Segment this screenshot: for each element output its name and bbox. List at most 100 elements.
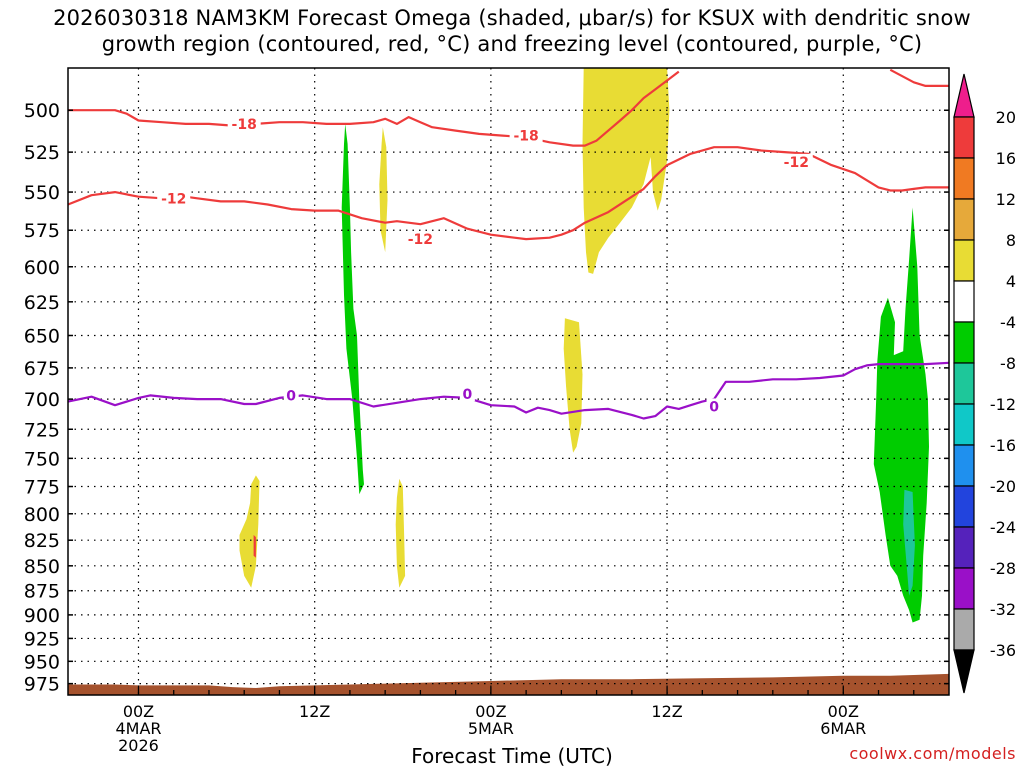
y-tick-label-500: 500 bbox=[24, 100, 60, 122]
y-tick-label-650: 650 bbox=[24, 325, 60, 347]
contour-line-1 bbox=[68, 70, 680, 147]
contour-label-bg-2 bbox=[509, 127, 543, 143]
contour-label-4: -12 bbox=[408, 232, 433, 248]
y-tick-label-575: 575 bbox=[24, 220, 60, 242]
colorbar-swatch-8 bbox=[953, 403, 975, 446]
colorbar-swatch-6 bbox=[953, 321, 975, 364]
omega-region-7 bbox=[563, 318, 583, 453]
colorbar-label-8: -12 bbox=[990, 395, 1016, 414]
y-tick-label-525: 525 bbox=[24, 142, 60, 164]
x-tick-label-60-2: 6MAR bbox=[820, 719, 866, 738]
omega-shading-layer bbox=[68, 68, 949, 695]
contour-label-layer: -18 -18 -12 -12 -12 0 0 0 bbox=[157, 115, 813, 415]
colorbar-label-6: -4 bbox=[1000, 313, 1016, 332]
colorbar-swatch-12 bbox=[953, 567, 975, 610]
colorbar-label-13: -32 bbox=[990, 600, 1016, 619]
x-tick-label-45-1: 12Z bbox=[651, 702, 682, 721]
contour-layer bbox=[67, 68, 950, 420]
colorbar-label-9: -16 bbox=[990, 436, 1016, 455]
y-tick-label-900: 900 bbox=[24, 605, 60, 627]
omega-region-4 bbox=[379, 127, 388, 253]
colorbar-label-12: -28 bbox=[990, 559, 1016, 578]
colorbar-swatch-4 bbox=[953, 239, 975, 282]
colorbar: 20 16 12 8 4 -4 -8 -12 -16 -20 -24 -28 -32 -36 bbox=[953, 73, 1016, 694]
y-tick-label-875: 875 bbox=[24, 581, 60, 603]
contour-label-bg-8 bbox=[706, 398, 722, 414]
y-tick-label-800: 800 bbox=[24, 504, 60, 526]
contour-label-1: -18 bbox=[232, 117, 257, 133]
omega-region-5 bbox=[341, 123, 364, 495]
y-tick-label-825: 825 bbox=[24, 530, 60, 552]
colorbar-swatch-11 bbox=[953, 526, 975, 569]
colorbar-label-14: -36 bbox=[990, 641, 1016, 660]
omega-region-6 bbox=[582, 68, 670, 274]
colorbar-swatch-13 bbox=[953, 608, 975, 651]
plot-frame bbox=[67, 67, 950, 696]
y-tick-label-725: 725 bbox=[24, 419, 60, 441]
contour-label-bg-4 bbox=[403, 231, 437, 247]
contour-label-5: -12 bbox=[784, 155, 809, 171]
colorbar-label-11: -24 bbox=[990, 518, 1016, 537]
colorbar-swatch-1 bbox=[953, 116, 975, 159]
omega-region-8 bbox=[873, 207, 929, 623]
contour-label-3: -12 bbox=[161, 191, 186, 207]
colorbar-swatch-10 bbox=[953, 485, 975, 528]
y-tick-label-950: 950 bbox=[24, 651, 60, 673]
site-credit[interactable]: coolwx.com/models bbox=[849, 744, 1016, 763]
contour-label-bg-1 bbox=[227, 115, 261, 131]
colorbar-bottom-cap bbox=[953, 649, 975, 694]
contour-label-6: 0 bbox=[286, 388, 296, 404]
colorbar-label-3: 12 bbox=[996, 190, 1016, 209]
colorbar-label-2: 16 bbox=[996, 149, 1016, 168]
x-tick-label-30-1: 00Z bbox=[475, 702, 506, 721]
grid-layer bbox=[68, 68, 949, 695]
y-tick-label-625: 625 bbox=[24, 292, 60, 314]
chart-title-line-2: growth region (contoured, red, °C) and f… bbox=[101, 32, 923, 56]
colorbar-label-1: 20 bbox=[996, 108, 1016, 127]
omega-region-2 bbox=[253, 535, 256, 558]
colorbar-top-cap bbox=[953, 73, 975, 118]
contour-label-7: 0 bbox=[463, 387, 473, 403]
chart-title-line-1: 2026030318 NAM3KM Forecast Omega (shaded… bbox=[53, 6, 971, 30]
y-tick-label-925: 925 bbox=[24, 628, 60, 650]
omega-region-1 bbox=[239, 475, 260, 588]
y-tick-label-775: 775 bbox=[24, 477, 60, 499]
contour-label-bg-7 bbox=[459, 386, 475, 402]
x-tick-label-15-1: 12Z bbox=[299, 702, 330, 721]
contour-label-bg-6 bbox=[283, 387, 299, 403]
x-tick-label-0-1: 00Z bbox=[123, 702, 154, 721]
y-tick-label-600: 600 bbox=[24, 257, 60, 279]
x-tick-label-30-2: 5MAR bbox=[468, 719, 514, 738]
y-axis: 500 525 550 575 600 625 650 675 700 725 750 775 800 8… bbox=[24, 100, 949, 696]
colorbar-swatch-7 bbox=[953, 362, 975, 405]
contour-label-bg-5 bbox=[779, 153, 813, 169]
contour-label-bg-3 bbox=[157, 190, 191, 206]
colorbar-swatch-5 bbox=[953, 280, 975, 323]
colorbar-swatch-3 bbox=[953, 198, 975, 241]
y-tick-label-975: 975 bbox=[24, 674, 60, 696]
x-tick-label-0-2: 4MAR bbox=[115, 719, 161, 738]
contour-line-3 bbox=[67, 146, 949, 241]
colorbar-label-10: -20 bbox=[990, 477, 1016, 496]
y-tick-label-700: 700 bbox=[24, 389, 60, 411]
omega-region-9 bbox=[903, 489, 915, 596]
contour-label-8: 0 bbox=[709, 399, 719, 415]
colorbar-swatch-2 bbox=[953, 157, 975, 200]
y-tick-label-850: 850 bbox=[24, 556, 60, 578]
colorbar-label-7: -8 bbox=[1000, 354, 1016, 373]
x-tick-label-0-3: 2026 bbox=[118, 736, 159, 755]
x-axis-title: Forecast Time (UTC) bbox=[411, 744, 613, 768]
y-tick-label-750: 750 bbox=[24, 448, 60, 470]
contour-line-2 bbox=[889, 68, 949, 88]
contour-line-4 bbox=[67, 361, 950, 420]
omega-region-3 bbox=[395, 478, 406, 588]
colorbar-label-4: 8 bbox=[1006, 231, 1016, 250]
colorbar-label-5: 4 bbox=[1006, 272, 1016, 291]
x-tick-label-60-1: 00Z bbox=[828, 702, 859, 721]
terrain-fill bbox=[68, 673, 949, 695]
contour-label-2: -18 bbox=[513, 129, 538, 145]
colorbar-swatch-9 bbox=[953, 444, 975, 487]
y-tick-label-675: 675 bbox=[24, 358, 60, 380]
